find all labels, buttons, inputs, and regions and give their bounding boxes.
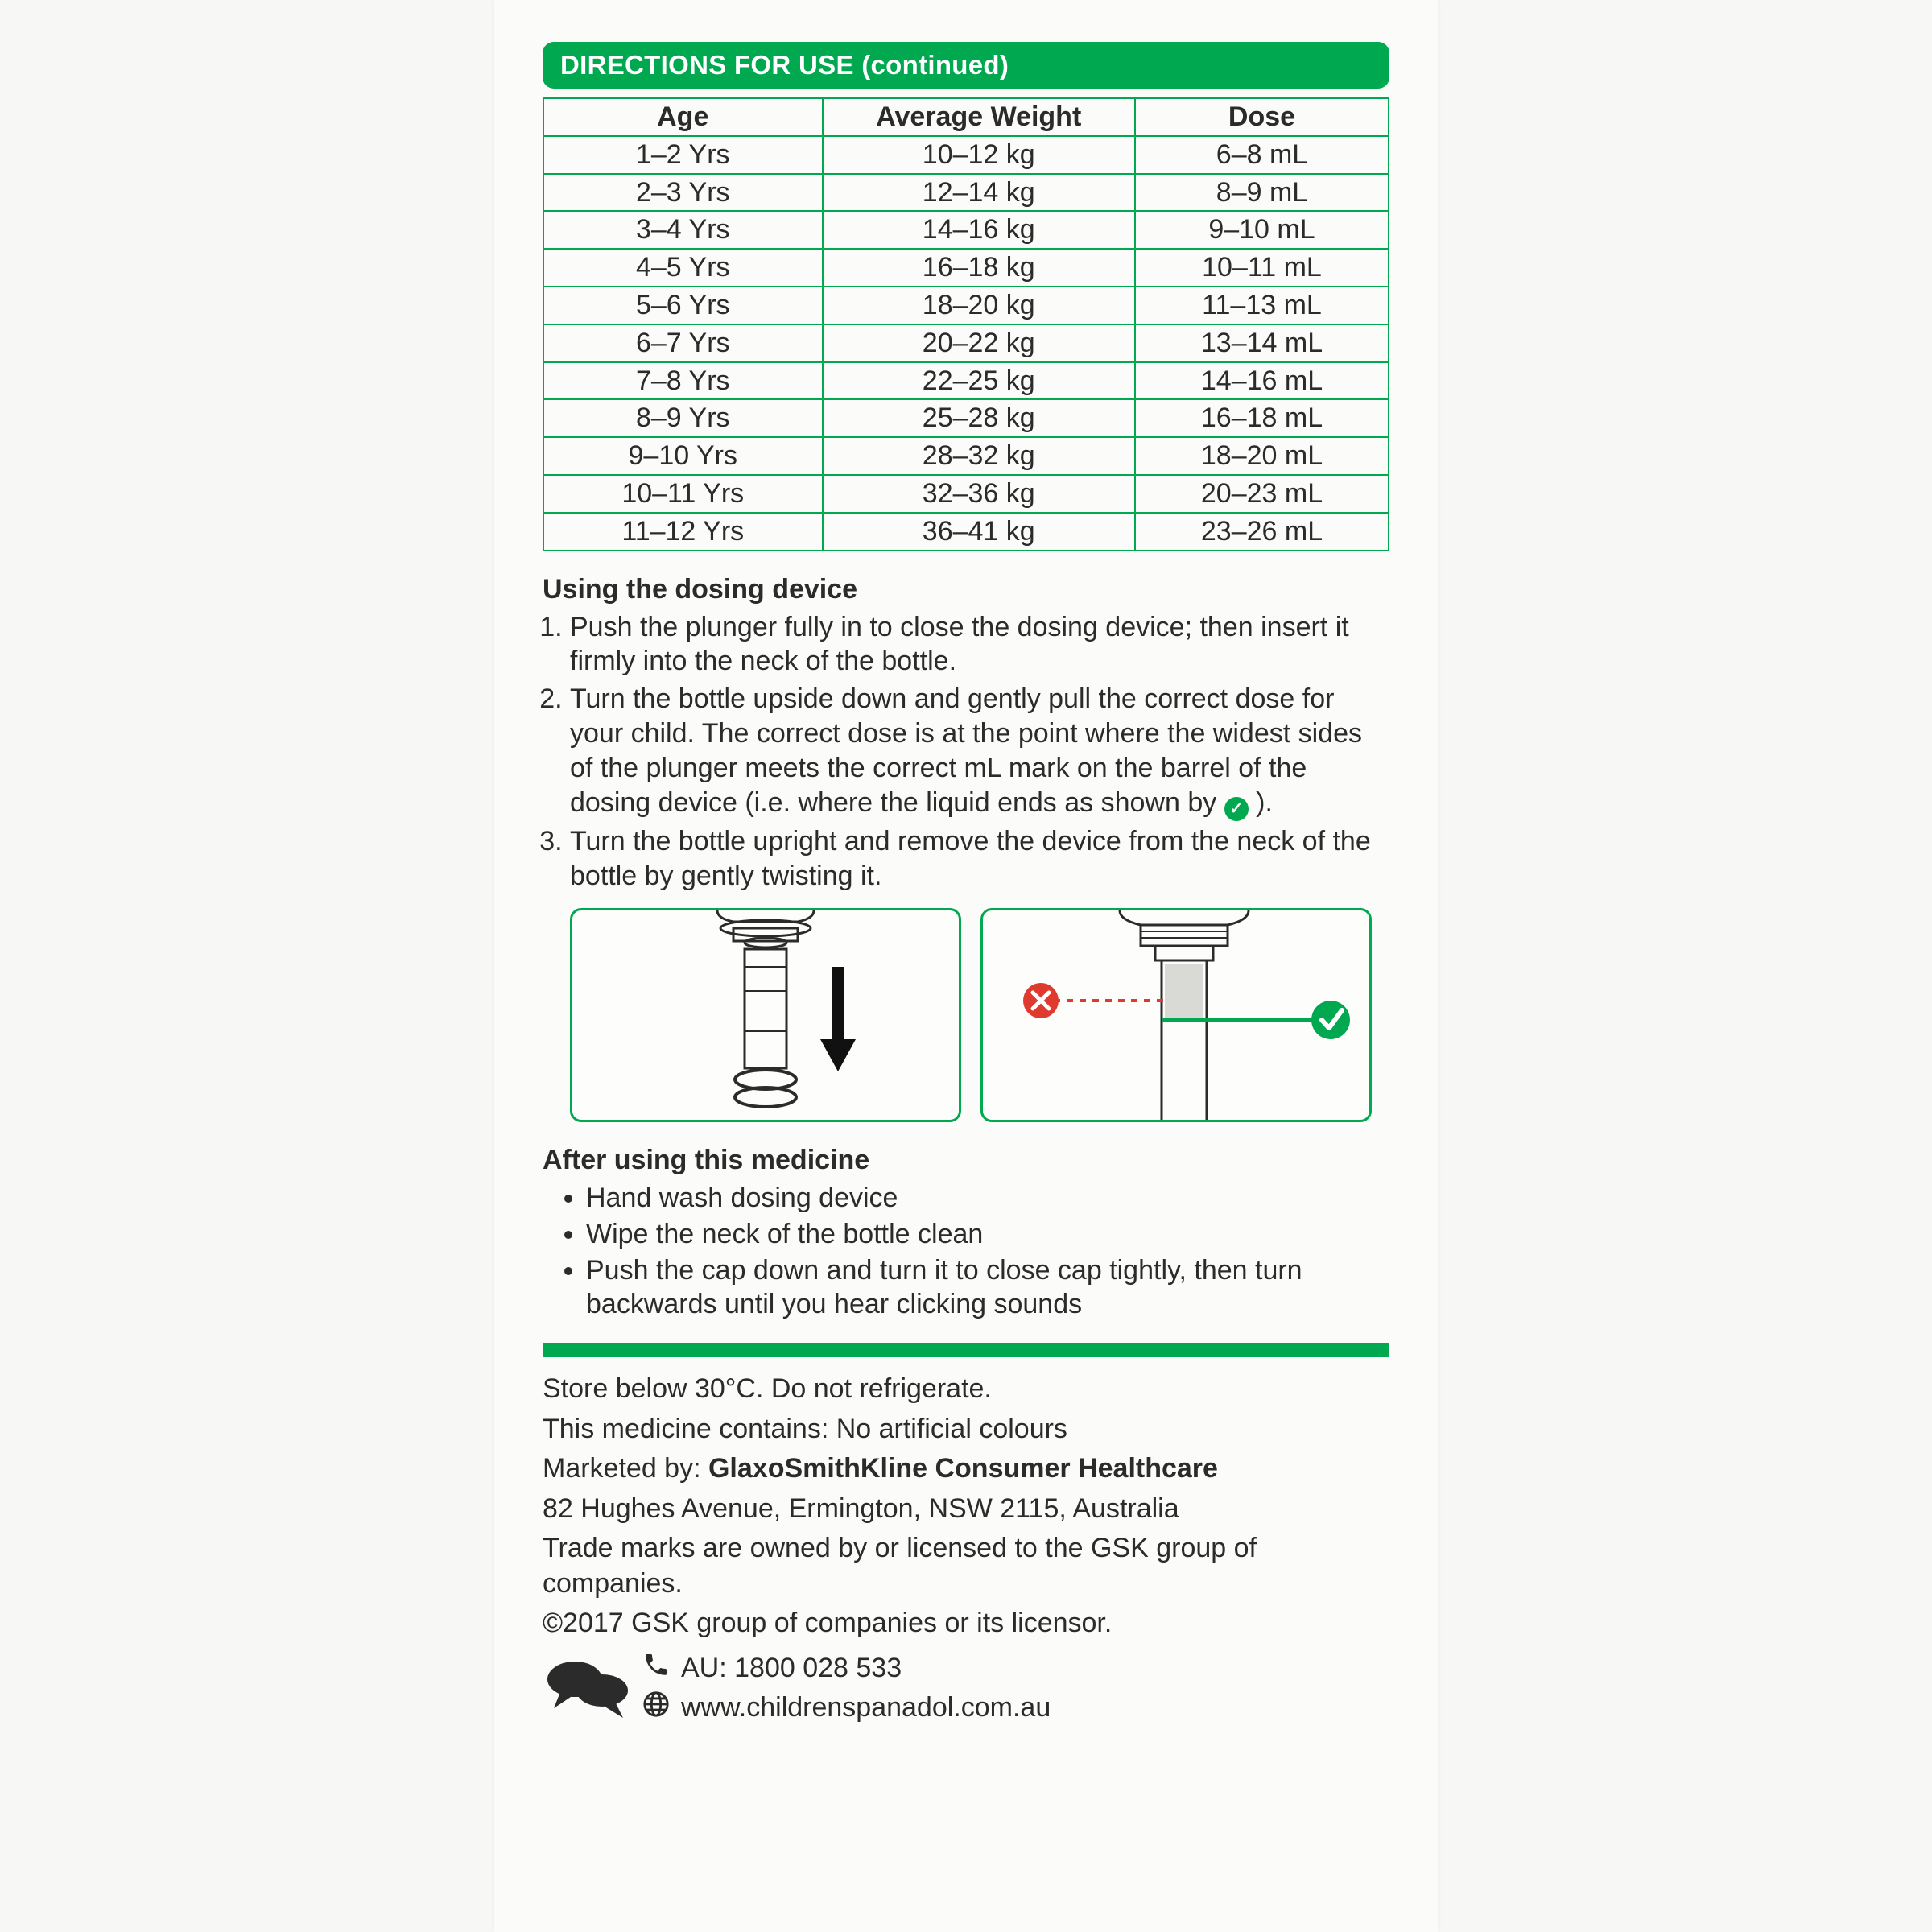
table-cell: 3–4 Yrs [543,211,823,249]
col-dose: Dose [1135,98,1389,136]
after-use-title: After using this medicine [543,1145,1389,1176]
table-row: 5–6 Yrs18–20 kg11–13 mL [543,287,1389,324]
step-2-text-post: ). [1256,787,1273,818]
marketed-label: Marketed by: [543,1453,708,1484]
table-cell: 20–23 mL [1135,475,1389,513]
globe-icon [642,1690,670,1725]
website-text: www.childrenspanadol.com.au [681,1692,1051,1724]
table-cell: 32–36 kg [823,475,1136,513]
diagram-row [543,908,1389,1122]
diagram-read-dose [980,908,1372,1122]
marketed-by: Marketed by: GlaxoSmithKline Consumer He… [543,1451,1389,1487]
table-row: 9–10 Yrs28–32 kg18–20 mL [543,437,1389,475]
dosage-table: Age Average Weight Dose 1–2 Yrs10–12 kg6… [543,97,1389,551]
table-row: 1–2 Yrs10–12 kg6–8 mL [543,136,1389,174]
table-cell: 10–11 mL [1135,249,1389,287]
section-header: DIRECTIONS FOR USE (continued) [543,42,1389,89]
table-cell: 7–8 Yrs [543,362,823,400]
diagram-insert-syringe [570,908,961,1122]
table-row: 10–11 Yrs32–36 kg20–23 mL [543,475,1389,513]
step-1: Push the plunger fully in to close the d… [570,610,1389,679]
step-2-text-pre: Turn the bottle upside down and gently p… [570,683,1362,817]
after-use-list: Hand wash dosing device Wipe the neck of… [543,1181,1389,1322]
phone-icon [642,1651,670,1686]
footer: Store below 30°C. Do not refrigerate. Th… [543,1372,1389,1725]
table-cell: 16–18 mL [1135,399,1389,437]
contact-details: AU: 1800 028 533 www.childrenspanadol.co… [642,1651,1051,1725]
step-2: Turn the bottle upside down and gently p… [570,682,1389,821]
divider [543,1343,1389,1357]
tick-icon: ✓ [1224,797,1249,821]
table-cell: 12–14 kg [823,174,1136,212]
storage-text: Store below 30°C. Do not refrigerate. [543,1372,1389,1407]
trademarks: Trade marks are owned by or licensed to … [543,1531,1389,1601]
col-weight: Average Weight [823,98,1136,136]
table-cell: 18–20 mL [1135,437,1389,475]
table-cell: 28–32 kg [823,437,1136,475]
after-item: Wipe the neck of the bottle clean [586,1217,1389,1252]
table-cell: 14–16 kg [823,211,1136,249]
table-cell: 25–28 kg [823,399,1136,437]
table-row: 8–9 Yrs25–28 kg16–18 mL [543,399,1389,437]
table-cell: 36–41 kg [823,513,1136,551]
table-cell: 16–18 kg [823,249,1136,287]
table-row: 4–5 Yrs16–18 kg10–11 mL [543,249,1389,287]
phone-text: AU: 1800 028 533 [681,1653,902,1684]
table-row: 7–8 Yrs22–25 kg14–16 mL [543,362,1389,400]
table-cell: 10–11 Yrs [543,475,823,513]
contact-row: AU: 1800 028 533 www.childrenspanadol.co… [543,1651,1389,1725]
website-line: www.childrenspanadol.com.au [642,1690,1051,1725]
table-cell: 9–10 Yrs [543,437,823,475]
step-3: Turn the bottle upright and remove the d… [570,824,1389,894]
table-cell: 18–20 kg [823,287,1136,324]
table-row: 11–12 Yrs36–41 kg23–26 mL [543,513,1389,551]
table-cell: 5–6 Yrs [543,287,823,324]
marketed-company: GlaxoSmithKline Consumer Healthcare [708,1453,1218,1484]
table-cell: 22–25 kg [823,362,1136,400]
table-cell: 23–26 mL [1135,513,1389,551]
table-cell: 4–5 Yrs [543,249,823,287]
label-card: DIRECTIONS FOR USE (continued) Age Avera… [494,0,1438,1932]
table-cell: 11–13 mL [1135,287,1389,324]
table-cell: 6–8 mL [1135,136,1389,174]
content-area: DIRECTIONS FOR USE (continued) Age Avera… [543,42,1389,1908]
table-cell: 6–7 Yrs [543,324,823,362]
table-cell: 8–9 mL [1135,174,1389,212]
table-cell: 14–16 mL [1135,362,1389,400]
table-cell: 9–10 mL [1135,211,1389,249]
after-item: Push the cap down and turn it to close c… [586,1253,1389,1323]
table-cell: 2–3 Yrs [543,174,823,212]
table-row: 6–7 Yrs20–22 kg13–14 mL [543,324,1389,362]
table-cell: 1–2 Yrs [543,136,823,174]
address: 82 Hughes Avenue, Ermington, NSW 2115, A… [543,1492,1389,1527]
table-cell: 20–22 kg [823,324,1136,362]
contains-text: This medicine contains: No artificial co… [543,1412,1389,1447]
col-age: Age [543,98,823,136]
table-cell: 11–12 Yrs [543,513,823,551]
table-row: 3–4 Yrs14–16 kg9–10 mL [543,211,1389,249]
table-row: 2–3 Yrs12–14 kg8–9 mL [543,174,1389,212]
using-device-steps: Push the plunger fully in to close the d… [543,610,1389,894]
table-cell: 8–9 Yrs [543,399,823,437]
after-item: Hand wash dosing device [586,1181,1389,1216]
speech-bubbles-icon [543,1655,631,1721]
table-cell: 10–12 kg [823,136,1136,174]
using-device-title: Using the dosing device [543,574,1389,605]
copyright: ©2017 GSK group of companies or its lice… [543,1606,1389,1641]
table-header-row: Age Average Weight Dose [543,98,1389,136]
table-cell: 13–14 mL [1135,324,1389,362]
phone-line: AU: 1800 028 533 [642,1651,1051,1686]
